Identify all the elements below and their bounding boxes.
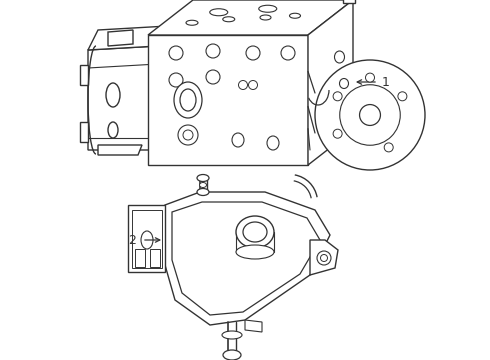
Text: 1: 1: [382, 76, 390, 89]
Ellipse shape: [197, 175, 209, 181]
Polygon shape: [245, 320, 262, 332]
Ellipse shape: [333, 129, 342, 138]
Ellipse shape: [248, 81, 258, 90]
Ellipse shape: [260, 15, 271, 20]
Ellipse shape: [169, 73, 183, 87]
Bar: [150, 249, 160, 267]
Ellipse shape: [335, 51, 344, 63]
Ellipse shape: [239, 81, 247, 90]
Polygon shape: [80, 65, 88, 85]
Ellipse shape: [259, 5, 277, 12]
Ellipse shape: [333, 92, 342, 101]
Polygon shape: [343, 0, 355, 3]
Polygon shape: [310, 240, 338, 275]
Polygon shape: [128, 205, 165, 272]
Polygon shape: [148, 0, 353, 35]
Ellipse shape: [199, 183, 206, 188]
Ellipse shape: [169, 46, 183, 60]
Polygon shape: [108, 30, 133, 46]
Ellipse shape: [281, 46, 295, 60]
Ellipse shape: [236, 216, 274, 248]
Polygon shape: [88, 46, 158, 150]
Polygon shape: [172, 202, 320, 315]
Ellipse shape: [267, 136, 279, 150]
Polygon shape: [308, 0, 353, 165]
Ellipse shape: [186, 20, 198, 25]
Polygon shape: [148, 35, 308, 165]
Ellipse shape: [210, 9, 228, 16]
Ellipse shape: [178, 125, 198, 145]
Ellipse shape: [206, 44, 220, 58]
Polygon shape: [98, 145, 142, 155]
Ellipse shape: [223, 350, 241, 360]
Ellipse shape: [108, 122, 118, 138]
Ellipse shape: [243, 222, 267, 242]
Ellipse shape: [398, 92, 407, 101]
Ellipse shape: [340, 85, 400, 145]
Ellipse shape: [236, 245, 274, 259]
Ellipse shape: [320, 255, 327, 261]
Ellipse shape: [141, 231, 153, 249]
Ellipse shape: [206, 70, 220, 84]
Ellipse shape: [197, 189, 209, 195]
Ellipse shape: [180, 89, 196, 111]
Ellipse shape: [317, 251, 331, 265]
Ellipse shape: [183, 130, 193, 140]
Ellipse shape: [315, 60, 425, 170]
Ellipse shape: [366, 73, 374, 82]
Ellipse shape: [222, 331, 242, 339]
Ellipse shape: [360, 104, 380, 125]
Ellipse shape: [384, 143, 393, 152]
Ellipse shape: [340, 78, 348, 89]
Polygon shape: [132, 210, 162, 268]
Text: 2: 2: [128, 234, 136, 247]
Ellipse shape: [246, 46, 260, 60]
Ellipse shape: [106, 83, 120, 107]
Ellipse shape: [174, 82, 202, 118]
Ellipse shape: [223, 17, 235, 22]
Polygon shape: [80, 122, 88, 142]
Polygon shape: [88, 26, 168, 50]
Bar: [135, 249, 145, 267]
Polygon shape: [165, 192, 330, 325]
Ellipse shape: [232, 133, 244, 147]
Ellipse shape: [290, 13, 300, 18]
